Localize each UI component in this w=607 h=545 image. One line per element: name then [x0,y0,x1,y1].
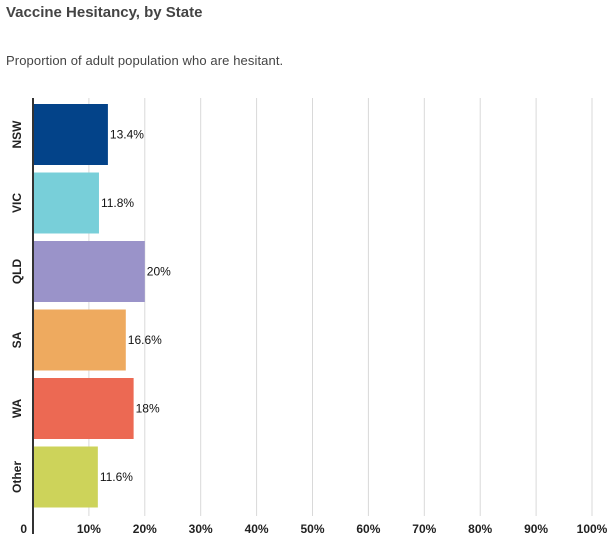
category-label-sa: SA [10,331,24,348]
category-label-nsw: NSW [10,120,24,149]
chart-subtitle: Proportion of adult population who are h… [6,53,284,68]
category-label-vic: VIC [10,193,24,213]
x-axis-ticks: 0 10% 20% 30% 40% 50% 60% 70% 80% 90% 100% [20,522,607,536]
data-label-vic: 11.8% [101,196,134,210]
bar-sa[interactable] [33,309,126,371]
bar-nsw[interactable] [33,104,108,165]
x-tick-label: 20% [133,522,157,536]
x-tick-label: 60% [356,522,380,536]
x-tick-label: 70% [412,522,436,536]
bar-vic[interactable] [33,172,99,234]
x-tick-label: 90% [524,522,548,536]
data-label-wa: 18% [136,402,160,416]
bar-wa[interactable] [33,378,134,439]
x-tick-label: 80% [468,522,492,536]
category-label-other: Other [10,461,24,493]
data-label-other: 11.6% [100,470,133,484]
x-tick-label: 100% [577,522,607,536]
category-labels: NSW VIC QLD SA WA Other [10,120,24,493]
data-labels: 13.4% 11.8% 20% 16.6% 18% 11.6% [100,128,171,485]
data-label-nsw: 13.4% [110,128,144,142]
chart-title: Vaccine Hesitancy, by State [6,4,203,21]
bar-other[interactable] [33,446,98,508]
x-tick-label: 0 [20,522,27,536]
x-tick-label: 30% [189,522,213,536]
gridlines [88,98,593,516]
bars [33,104,145,508]
x-tick-label: 40% [245,522,269,536]
bar-qld[interactable] [33,241,145,302]
category-label-qld: QLD [10,259,24,285]
category-label-wa: WA [10,399,24,419]
data-label-sa: 16.6% [128,333,162,347]
x-tick-label: 10% [77,522,101,536]
data-label-qld: 20% [147,265,171,279]
x-tick-label: 50% [300,522,324,536]
